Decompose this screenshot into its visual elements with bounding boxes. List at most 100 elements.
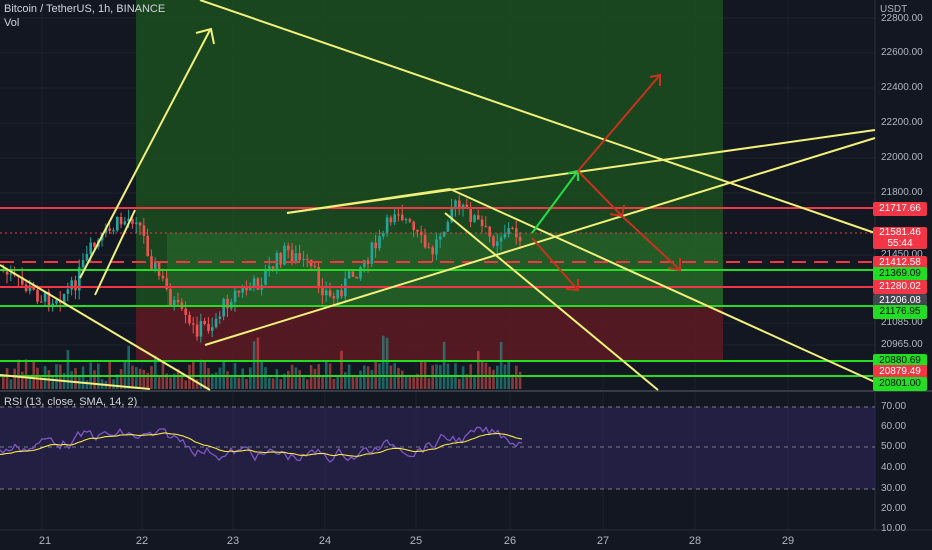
volume-bar (458, 378, 461, 389)
candle-body (127, 218, 130, 222)
candle-body (507, 227, 510, 235)
volume-bar (294, 367, 298, 389)
volume-bar (108, 360, 111, 389)
volume-bar (359, 370, 362, 389)
volume-bar (340, 350, 343, 389)
volume-bar (207, 368, 210, 389)
volume-bar (85, 380, 89, 389)
candle-body (332, 296, 336, 299)
volume-bar (138, 368, 142, 389)
price-label: 20801.00 (873, 377, 927, 391)
candle-body (427, 247, 431, 249)
rsi-line (0, 426, 523, 463)
candle-body (511, 227, 514, 229)
volume-bar (461, 366, 465, 389)
last-price-value: 21581.46 (879, 227, 921, 238)
candle-body (480, 219, 484, 226)
price-tick: 21085.00 (881, 317, 923, 328)
price-tick: 21800.00 (881, 187, 923, 198)
volume-bar (382, 335, 385, 389)
volume-label[interactable]: Vol (4, 17, 20, 29)
volume-bar (344, 372, 347, 389)
rsi-label[interactable]: RSI (13, close, SMA, 14, 2) (4, 396, 138, 408)
volume-bar (309, 365, 313, 389)
volume-bar (237, 377, 241, 389)
candle-body (264, 270, 267, 285)
candle-body (461, 204, 465, 209)
volume-bar (488, 366, 491, 389)
volume-bar (321, 375, 324, 389)
trend-line-descending-wedge (449, 188, 876, 383)
candle-body (313, 265, 317, 267)
candle-body (55, 300, 58, 304)
volume-bar (81, 366, 85, 389)
trend-lines (0, 0, 876, 391)
trend-line-wedge-drop (444, 212, 659, 391)
volume-bar (473, 377, 476, 389)
volume-bar (408, 374, 412, 389)
volume-bar (2, 375, 5, 389)
price-label: 21206.08 (873, 294, 927, 308)
candle-body (347, 271, 351, 279)
volume-bar (492, 369, 495, 389)
candle-body (416, 230, 419, 232)
candle-body (176, 300, 180, 303)
volume-bar (9, 379, 13, 389)
volume-bar (302, 376, 305, 389)
candle-body (249, 287, 252, 291)
candle-body (294, 253, 298, 262)
candle-body (47, 291, 51, 308)
volume-bar (306, 379, 309, 389)
volume-bar (450, 376, 453, 389)
trend-line-early (79, 29, 211, 279)
candle-body (469, 207, 472, 222)
volume-bar (313, 368, 317, 389)
candle-body (226, 298, 229, 309)
candle-body (325, 290, 328, 296)
volume-bar (218, 367, 222, 389)
volume-bar (370, 369, 374, 389)
candle-body (146, 235, 149, 257)
volume-bar (279, 379, 282, 389)
candle-body (9, 273, 13, 275)
volume-bar (184, 380, 187, 389)
candle-body (370, 242, 374, 264)
price-tick: 22400.00 (881, 82, 923, 93)
candle-body (104, 228, 108, 234)
candle-body (393, 214, 396, 223)
price-tick: 22600.00 (881, 47, 923, 58)
candle-body (401, 214, 404, 221)
volume-bar (154, 355, 157, 389)
volume-bar (157, 376, 161, 389)
volume-bar (21, 371, 24, 389)
rsi-tick: 30.00 (881, 483, 907, 494)
candle-body (40, 301, 43, 303)
chart-symbol-title[interactable]: Bitcoin / TetherUS, 1h, BINANCE (4, 3, 166, 15)
volume-bar (271, 378, 275, 389)
candle-body (518, 237, 522, 242)
trend-line-left-bottom (0, 374, 151, 390)
volume-bar (180, 372, 184, 389)
rsi-tick: 50.00 (881, 441, 907, 452)
trend-line-upper-small (286, 188, 451, 214)
candle-body (340, 290, 343, 297)
volume-bar (496, 365, 499, 389)
price-label: 21369.09 (873, 267, 927, 281)
volume-bar (32, 360, 35, 389)
candle-body (484, 225, 488, 227)
stop-zone (136, 306, 723, 360)
candle-body (256, 278, 260, 290)
candle-body (245, 287, 248, 291)
volume-bar (431, 365, 434, 389)
volume-bar (199, 359, 203, 389)
volume-bar (442, 341, 446, 389)
volume-bar (332, 378, 336, 389)
candle-body (458, 200, 461, 209)
volume-bar (241, 368, 244, 389)
volume-bar (389, 365, 393, 389)
volume-bar (40, 376, 43, 389)
price-tick: 22000.00 (881, 152, 923, 163)
candle-body (408, 219, 412, 222)
candle-body (439, 236, 442, 240)
